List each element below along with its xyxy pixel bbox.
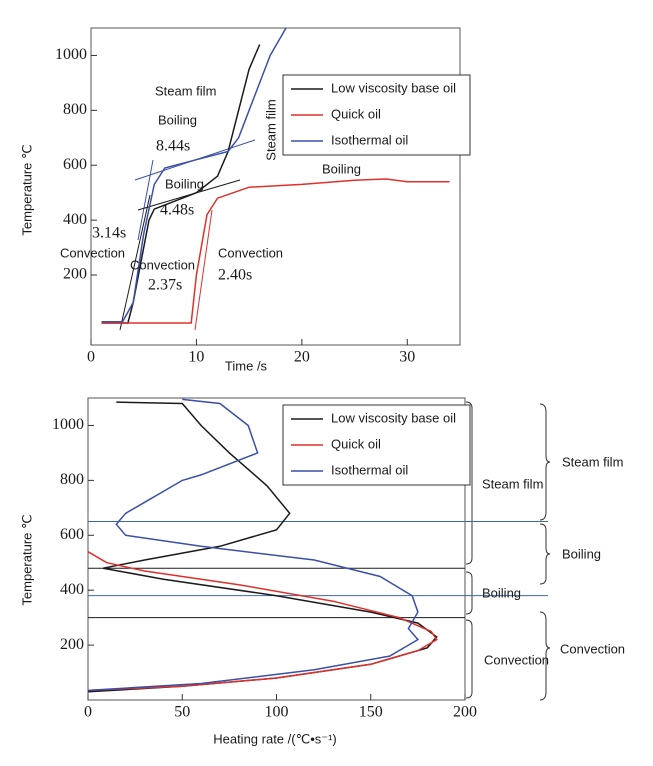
annotation: 2.37s bbox=[148, 277, 182, 294]
legend-label: Quick oil bbox=[331, 106, 381, 121]
annotation: Steam film bbox=[263, 99, 278, 160]
x-tick-label: 10 bbox=[188, 349, 204, 366]
annotation: Steam film bbox=[562, 454, 623, 469]
legend-label: Isothermal oil bbox=[331, 132, 408, 147]
y-tick-label: 200 bbox=[63, 266, 87, 283]
y-tick-label: 800 bbox=[60, 471, 84, 488]
y-tick-label: 600 bbox=[60, 526, 84, 543]
annotation: Steam film bbox=[155, 83, 216, 98]
annotation: 4.48s bbox=[160, 202, 194, 219]
annotation: Boiling bbox=[158, 112, 197, 127]
annotation: Convection bbox=[130, 257, 195, 272]
plot-frame bbox=[90, 27, 461, 346]
tangent-line bbox=[119, 194, 151, 331]
x-tick-label: 150 bbox=[359, 704, 383, 721]
x-axis-label: Time /s bbox=[225, 358, 268, 373]
x-tick-label: 0 bbox=[84, 704, 92, 721]
annotation: Convection bbox=[60, 245, 125, 260]
x-tick-label: 20 bbox=[294, 349, 310, 366]
outer-brace bbox=[539, 523, 551, 585]
x-tick-label: 100 bbox=[265, 704, 289, 721]
x-tick-label: 200 bbox=[453, 704, 477, 721]
tangent-line bbox=[137, 159, 154, 241]
annotation: 8.44s bbox=[156, 138, 190, 155]
legend-label: Low viscosity base oil bbox=[331, 80, 456, 95]
annotation: Boiling bbox=[165, 176, 204, 191]
y-axis-label: Temperature ℃ bbox=[19, 514, 34, 605]
annotation: Boiling bbox=[482, 585, 521, 600]
legend-label: Isothermal oil bbox=[331, 462, 408, 477]
annotation: 3.14s bbox=[92, 225, 126, 242]
x-axis-label: Heating rate /(℃•s⁻¹) bbox=[213, 731, 337, 746]
y-tick-label: 400 bbox=[60, 581, 84, 598]
y-tick-label: 1000 bbox=[52, 416, 84, 433]
inner-brace bbox=[465, 619, 473, 699]
inner-brace bbox=[465, 401, 473, 565]
inner-brace bbox=[465, 571, 473, 615]
y-tick-label: 400 bbox=[63, 211, 87, 228]
data-line bbox=[101, 27, 287, 323]
data-line bbox=[101, 178, 450, 324]
braces bbox=[465, 401, 551, 701]
legend-label: Low viscosity base oil bbox=[331, 410, 456, 425]
legend-label: Quick oil bbox=[331, 436, 381, 451]
annotation: Boiling bbox=[322, 161, 361, 176]
x-tick-label: 50 bbox=[174, 704, 190, 721]
tangent-lines bbox=[119, 139, 256, 331]
y-tick-label: 600 bbox=[63, 156, 87, 173]
y-tick-label: 800 bbox=[63, 101, 87, 118]
data-line bbox=[87, 398, 420, 692]
tangent-line bbox=[194, 209, 213, 331]
annotation: Convection bbox=[484, 652, 549, 667]
y-axis-label: Temperature ℃ bbox=[19, 144, 34, 235]
outer-brace bbox=[539, 611, 551, 701]
annotation: 2.40s bbox=[218, 267, 252, 284]
outer-brace bbox=[539, 403, 551, 521]
y-tick-label: 200 bbox=[60, 636, 84, 653]
y-tick-label: 1000 bbox=[55, 46, 87, 63]
annotation: Convection bbox=[218, 245, 283, 260]
x-tick-label: 30 bbox=[399, 349, 415, 366]
annotation: Boiling bbox=[562, 546, 601, 561]
x-tick-label: 0 bbox=[87, 349, 95, 366]
annotation: Steam film bbox=[482, 476, 543, 491]
annotation: Convection bbox=[560, 641, 625, 656]
data-line bbox=[87, 551, 438, 692]
